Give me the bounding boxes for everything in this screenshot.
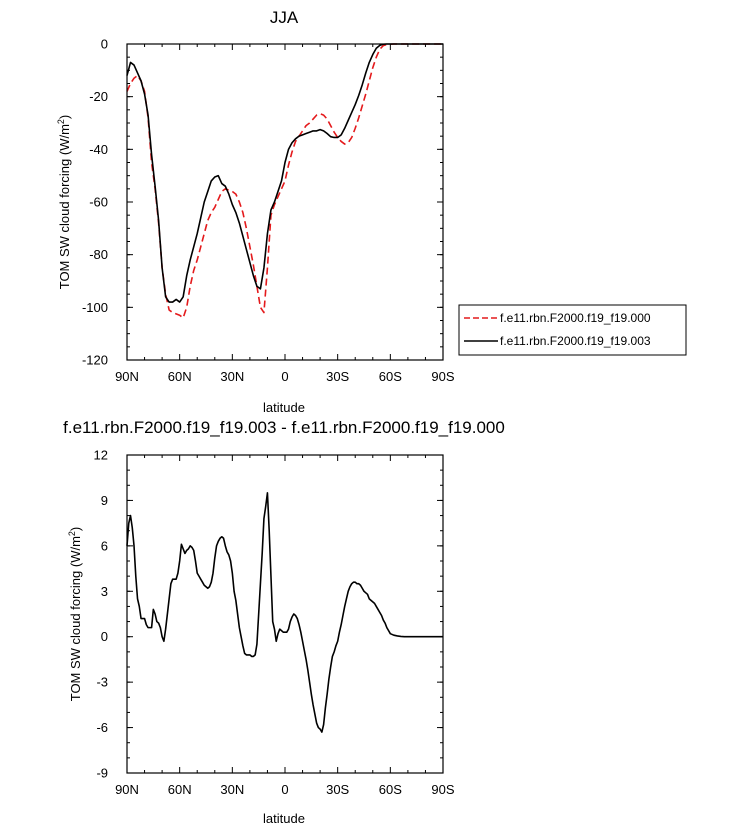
y-tick-label: 9 (101, 493, 108, 508)
plot-frame (126, 43, 444, 361)
y-tick-label: -9 (96, 766, 108, 781)
y-tick-label: 0 (101, 37, 108, 52)
x-tick-label: 30S (326, 782, 349, 797)
x-tick-label: 90S (431, 369, 454, 384)
x-axis-label: latitude (263, 811, 305, 826)
x-tick-label: 30S (326, 369, 349, 384)
y-axis-label-superscript: 2 (56, 119, 66, 124)
y-tick-label: 6 (101, 538, 108, 553)
series-line-000 (126, 43, 443, 319)
y-axis-label-close: ) (57, 115, 72, 119)
y-tick-label: -60 (89, 195, 108, 210)
x-tick-label: 90S (431, 782, 454, 797)
chart-title: f.e11.rbn.F2000.f19_f19.003 - f.e11.rbn.… (63, 418, 505, 437)
y-tick-label: -80 (89, 247, 108, 262)
x-tick-label: 0 (281, 782, 288, 797)
y-axis-label: TOM SW cloud forcing (W/m2) (67, 527, 83, 702)
y-axis-label-main: TOM SW cloud forcing (W/m (68, 536, 83, 701)
y-axis-label: TOM SW cloud forcing (W/m2) (56, 115, 72, 290)
y-tick-label: 0 (101, 629, 108, 644)
series-line-003 (126, 43, 443, 303)
legend: f.e11.rbn.F2000.f19_f19.000 f.e11.rbn.F2… (458, 304, 687, 356)
plot-area: 90N 60N 30N 0 30S 60S 90S 0 -20 -40 -60 -80 -100 -120 (82, 37, 455, 385)
x-tick-label: 60N (168, 782, 192, 797)
y-axis-label-close: ) (68, 527, 83, 531)
legend-label-series-000: f.e11.rbn.F2000.f19_f19.000 (500, 311, 651, 325)
panel-top-jja: JJA 90N 60N 30N 0 30S 60S 90S 0 -20 -40 -60 -80 -100… (56, 8, 687, 415)
y-tick-label: -120 (82, 353, 108, 368)
x-tick-label: 60N (168, 369, 192, 384)
y-tick-label: -3 (96, 675, 108, 690)
panel-bottom-difference: f.e11.rbn.F2000.f19_f19.003 - f.e11.rbn.… (63, 418, 505, 826)
y-tick-label: -40 (89, 142, 108, 157)
legend-box (458, 304, 687, 356)
y-tick-label: -6 (96, 720, 108, 735)
x-tick-label: 60S (379, 782, 402, 797)
y-axis-label-superscript: 2 (67, 531, 77, 536)
series-line (126, 492, 443, 733)
x-tick-label: 0 (281, 369, 288, 384)
chart-title: JJA (270, 8, 299, 27)
y-tick-label: 12 (94, 448, 108, 463)
x-axis-label: latitude (263, 400, 305, 415)
x-tick-label: 30N (220, 369, 244, 384)
y-tick-label: -20 (89, 89, 108, 104)
y-axis-label-main: TOM SW cloud forcing (W/m (57, 124, 72, 289)
y-tick-label: 3 (101, 584, 108, 599)
x-tick-label: 30N (220, 782, 244, 797)
plot-frame (126, 454, 444, 774)
y-tick-label: -100 (82, 300, 108, 315)
x-tick-label: 90N (115, 369, 139, 384)
legend-label-series-003: f.e11.rbn.F2000.f19_f19.003 (500, 334, 651, 348)
x-tick-label: 60S (379, 369, 402, 384)
x-tick-label: 90N (115, 782, 139, 797)
plot-area: 90N 60N 30N 0 30S 60S 90S 12 9 6 3 0 -3 -6 -9 (94, 448, 455, 798)
